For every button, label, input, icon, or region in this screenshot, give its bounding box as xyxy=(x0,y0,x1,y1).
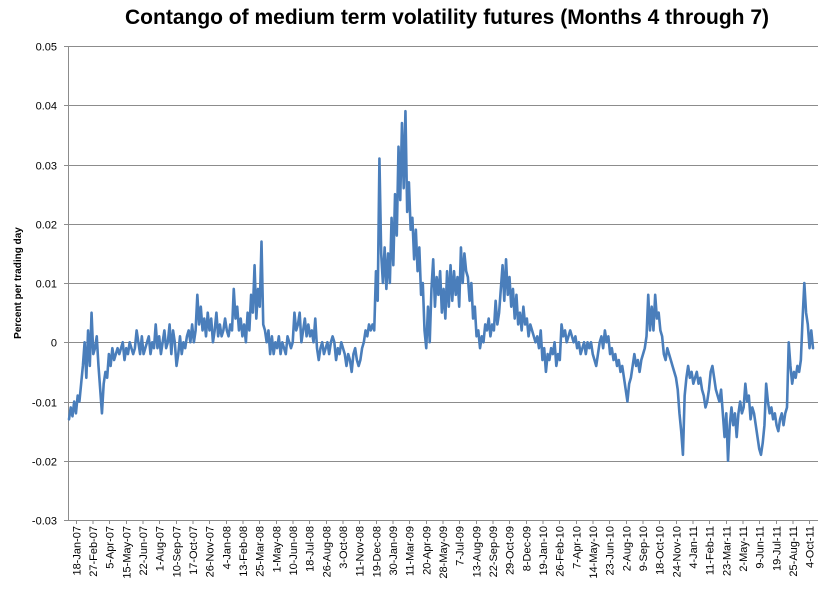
axes xyxy=(64,46,818,524)
x-tick-label: 13-Aug-09 xyxy=(471,526,483,577)
x-tick-label: 19-Jul-11 xyxy=(771,526,783,571)
series-line xyxy=(67,109,815,463)
x-tick-label: 30-Jan-09 xyxy=(388,526,400,576)
x-tick-label: 29-Oct-09 xyxy=(505,526,517,575)
x-tick-label: 19-Dec-08 xyxy=(371,526,383,577)
gridlines xyxy=(68,46,818,521)
x-tick-label: 4-Jan-08 xyxy=(221,526,233,569)
x-tick-label: 4-Jan-11 xyxy=(688,526,700,569)
chart-title: Contango of medium term volatility futur… xyxy=(125,6,769,29)
x-tick-label: 23-Mar-11 xyxy=(721,526,733,576)
x-tick-label: 24-Nov-10 xyxy=(671,526,683,577)
x-tick-label: 15-May-07 xyxy=(121,526,133,579)
x-tick-label: 1-May-08 xyxy=(271,526,283,572)
y-tick-label: 0.01 xyxy=(36,279,57,291)
x-tick-label: 3-Oct-08 xyxy=(338,526,350,569)
x-tick-label: 20-Apr-09 xyxy=(421,526,433,575)
x-tick-label: 5-Apr-07 xyxy=(105,526,117,569)
x-tick-label: 2-May-11 xyxy=(738,526,750,572)
y-tick-label: 0.02 xyxy=(36,220,57,232)
x-tick-label: 26-Nov-07 xyxy=(205,526,217,577)
x-tick-labels: 18-Jan-07 27-Feb-07 5-Apr-07 15-May-07 22-Ju… xyxy=(71,526,816,579)
x-tick-label: 13-Feb-08 xyxy=(238,526,250,577)
x-tick-label: 23-Jun-10 xyxy=(605,526,617,576)
x-tick-label: 27-Feb-07 xyxy=(88,526,100,577)
y-axis-label: Percent per trading day xyxy=(13,227,24,339)
x-tick-label: 22-Sep-09 xyxy=(488,526,500,577)
x-tick-label: 10-Jun-08 xyxy=(288,526,300,576)
x-tick-label: 25-Aug-11 xyxy=(788,526,800,577)
x-tick-label: 4-Oct-11 xyxy=(805,526,817,568)
x-tick-label: 7-Apr-10 xyxy=(571,526,583,569)
x-tick-label: 17-Oct-07 xyxy=(188,526,200,575)
x-tick-label: 26-Aug-08 xyxy=(321,526,333,577)
y-tick-label: 0.03 xyxy=(36,161,57,173)
y-tick-label: 0.04 xyxy=(36,101,57,113)
x-tick-label: 18-Jan-07 xyxy=(71,526,83,576)
x-tick-label: 22-Jun-07 xyxy=(138,526,150,576)
x-tick-label: 11-Mar-09 xyxy=(405,526,417,576)
x-tick-label: 9-Sep-10 xyxy=(638,526,650,571)
x-tick-label: 1-Aug-07 xyxy=(155,526,167,571)
x-tick-label: 10-Sep-07 xyxy=(171,526,183,577)
y-tick-label: -0.02 xyxy=(32,457,57,469)
x-tick-label: 11-Feb-11 xyxy=(705,526,717,575)
series-layer xyxy=(67,109,815,463)
y-tick-label: -0.03 xyxy=(32,516,57,528)
x-tick-label: 26-Feb-10 xyxy=(555,526,567,577)
x-tick-label: 14-May-10 xyxy=(588,526,600,579)
x-tick-label: 9-Jun-11 xyxy=(755,526,767,569)
x-tick-label: 18-Oct-10 xyxy=(655,526,667,575)
x-tick-label: 19-Jan-10 xyxy=(538,526,550,576)
x-tick-label: 11-Nov-08 xyxy=(355,526,367,577)
x-tick-label: 8-Dec-09 xyxy=(521,526,533,571)
y-tick-labels: 0.05 0.04 0.03 0.02 0.01 0 -0.01 -0.02 -0.03 xyxy=(32,42,57,528)
y-tick-label: 0 xyxy=(51,338,57,350)
y-tick-label: 0.05 xyxy=(36,42,57,54)
x-tick-label: 2-Aug-10 xyxy=(621,526,633,571)
x-tick-label: 18-Jul-08 xyxy=(305,526,317,572)
x-tick-label: 28-May-09 xyxy=(438,526,450,579)
x-tick-label: 25-Mar-08 xyxy=(255,526,267,577)
y-tick-label: -0.01 xyxy=(32,398,57,410)
x-tick-label: 7-Jul-09 xyxy=(455,526,467,566)
